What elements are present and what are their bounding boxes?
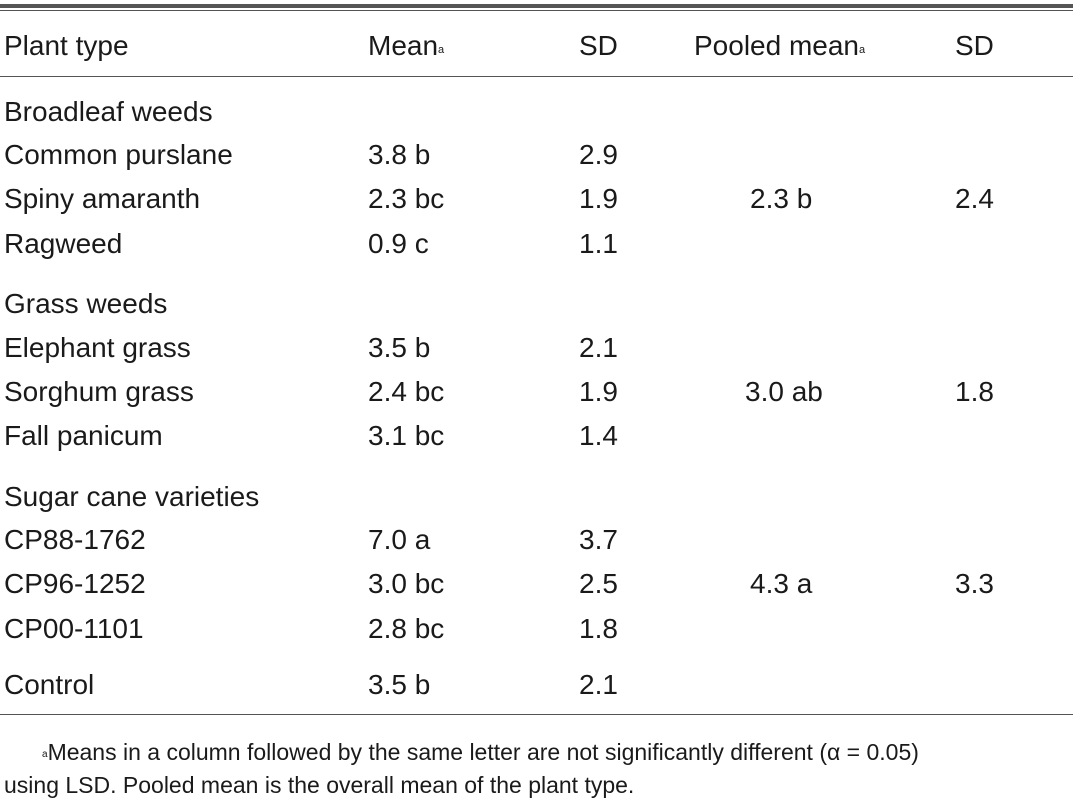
row-mean: 2.8 bc	[368, 613, 445, 644]
header-plant-type: Plant type	[4, 30, 129, 61]
row-sd: 2.1	[579, 332, 618, 363]
footnote-text-1: Means in a column followed by the same l…	[47, 739, 919, 765]
header-pooled-mean-footnote-mark: a	[859, 44, 866, 56]
group-pooled-mean: 2.3 b	[750, 183, 813, 214]
row-name: Spiny amaranth	[4, 183, 201, 214]
group-label: Sugar cane varieties	[4, 481, 260, 512]
row-mean: 2.3 bc	[368, 183, 445, 214]
row-mean: 3.1 bc	[368, 420, 445, 451]
row-sd: 1.4	[579, 420, 618, 451]
table-footnote: aMeans in a column followed by the same …	[4, 736, 1070, 802]
control-sd: 2.1	[579, 669, 618, 700]
control-name: Control	[4, 669, 95, 700]
row-name: CP88-1762	[4, 524, 146, 555]
row-mean: 0.9 c	[368, 228, 429, 259]
footnote-mark: a	[42, 749, 48, 760]
table-top-rule-thin	[0, 10, 1073, 11]
header-mean: Meana	[368, 29, 444, 63]
row-name: Common purslane	[4, 139, 233, 170]
header-pooled-mean: Pooled meana	[694, 29, 865, 63]
footnote-line-1: aMeans in a column followed by the same …	[4, 736, 1070, 769]
row-mean: 3.8 b	[368, 139, 431, 170]
control-mean: 3.5 b	[368, 669, 431, 700]
row-name: CP00-1101	[4, 613, 144, 644]
row-sd: 2.5	[579, 568, 618, 599]
table-bottom-rule	[0, 714, 1073, 715]
row-name: Fall panicum	[4, 420, 163, 451]
row-name: Sorghum grass	[4, 376, 194, 407]
row-sd: 2.9	[579, 139, 618, 170]
row-sd: 1.1	[579, 228, 618, 259]
group-label: Broadleaf weeds	[4, 96, 213, 127]
group-pooled-sd: 1.8	[955, 376, 994, 407]
table-top-rule	[0, 4, 1073, 8]
group-pooled-sd: 3.3	[955, 568, 994, 599]
header-rule	[0, 76, 1073, 77]
header-pooled-sd: SD	[955, 30, 994, 61]
header-pooled-mean-label: Pooled mean	[694, 30, 860, 61]
row-sd: 3.7	[579, 524, 618, 555]
group-label: Grass weeds	[4, 288, 168, 319]
row-sd: 1.9	[579, 183, 618, 214]
group-pooled-mean: 4.3 a	[750, 568, 813, 599]
footnote-line-2: using LSD. Pooled mean is the overall me…	[4, 772, 635, 798]
row-mean: 2.4 bc	[368, 376, 445, 407]
row-name: CP96-1252	[4, 568, 146, 599]
row-name: Ragweed	[4, 228, 123, 259]
row-sd: 1.9	[579, 376, 618, 407]
group-pooled-sd: 2.4	[955, 183, 994, 214]
header-mean-label: Mean	[368, 30, 439, 61]
row-mean: 3.0 bc	[368, 568, 445, 599]
row-mean: 3.5 b	[368, 332, 431, 363]
group-pooled-mean: 3.0 ab	[745, 376, 823, 407]
row-sd: 1.8	[579, 613, 618, 644]
row-mean: 7.0 a	[368, 524, 431, 555]
header-sd: SD	[579, 30, 618, 61]
row-name: Elephant grass	[4, 332, 191, 363]
header-mean-footnote-mark: a	[438, 44, 445, 56]
